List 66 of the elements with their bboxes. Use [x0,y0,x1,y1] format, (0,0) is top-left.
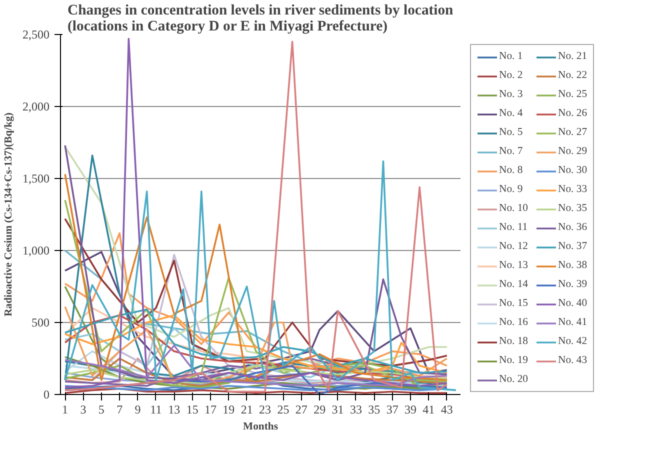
legend-label: No. 1 [499,51,523,62]
x-tick-label: 29 [314,402,326,416]
x-tick-label: 19 [222,402,235,416]
y-tick-label: 2,500 [22,28,50,42]
legend-label: No. 2 [499,70,523,81]
x-tick-label: 1 [62,402,68,416]
legend-label: No. 22 [558,70,588,81]
legend-label: No. 16 [499,317,528,328]
x-tick-label: 11 [150,402,162,416]
x-tick-label: 7 [116,402,123,416]
y-tick-label: 0 [44,388,50,402]
legend-label: No. 12 [499,241,528,252]
x-tick-label: 23 [259,402,272,416]
legend-label: No. 14 [499,279,528,290]
legend-label: No. 20 [499,374,528,385]
legend-label: No. 39 [558,279,588,290]
legend-label: No. 10 [499,203,528,214]
x-tick-label: 9 [134,402,141,416]
x-axis-title: Months [243,422,278,432]
legend-label: No. 29 [558,146,588,157]
legend-label: No. 3 [499,89,523,100]
legend-label: No. 37 [558,241,588,252]
x-tick-label: 13 [168,402,180,416]
legend-label: No. 40 [558,298,588,309]
x-tick-label: 5 [98,402,104,416]
legend-label: No. 42 [558,336,588,347]
legend-label: No. 36 [558,222,588,233]
legend-label: No. 4 [499,108,523,119]
x-tick-label: 25 [277,402,290,416]
y-tick-label: 1,500 [22,172,50,186]
y-axis-title: Radioactive Cesium (Cs-134+Cs-137)(Bq/kg) [4,112,14,316]
x-tick-label: 37 [386,402,398,416]
legend-label: No. 7 [499,146,523,157]
x-tick-label: 35 [368,402,380,416]
legend-label: No. 15 [499,298,528,309]
legend-label: No. 8 [499,165,523,176]
legend-label: No. 35 [558,203,588,214]
legend-label: No. 33 [558,184,588,195]
x-tick-label: 43 [440,402,453,416]
legend-label: No. 43 [558,355,588,366]
legend-label: No. 41 [558,317,588,328]
x-tick-label: 21 [240,402,253,416]
legend-label: No. 27 [558,127,588,138]
legend-label: No. 11 [499,222,528,233]
x-tick-label: 3 [80,402,86,416]
legend-label: No. 19 [499,355,528,366]
legend-label: No. 38 [558,260,588,271]
legend-label: No. 25 [558,89,588,100]
legend-label: No. 21 [558,51,588,62]
y-tick-label: 500 [32,316,50,330]
legend-label: No. 5 [499,127,523,138]
x-tick-label: 15 [186,402,198,416]
y-tick-label: 1,000 [22,244,50,258]
legend-label: No. 30 [558,165,588,176]
chart-title: Changes in concentration levels in river sediments by location (locations in Category D or E in Miyagi Prefecture) [68,2,454,34]
x-tick-label: 27 [295,402,308,416]
x-tick-label: 33 [350,402,362,416]
legend-label: No. 18 [499,336,528,347]
x-tick-label: 31 [332,402,344,416]
x-tick-label: 41 [422,402,435,416]
legend-label: No. 9 [499,184,523,195]
legend-label: No. 13 [499,260,528,271]
x-tick-label: 39 [404,402,416,416]
x-tick-label: 17 [204,402,216,416]
legend-label: No. 26 [558,108,588,119]
y-tick-label: 2,000 [22,100,50,114]
